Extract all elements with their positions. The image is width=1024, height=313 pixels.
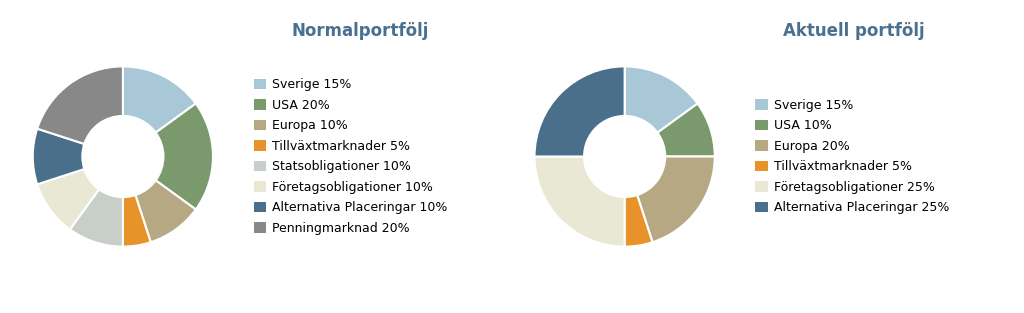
Wedge shape — [37, 66, 123, 144]
Wedge shape — [625, 66, 697, 133]
Legend: Sverige 15%, USA 20%, Europa 10%, Tillväxtmarknader 5%, Statsobligationer 10%, F: Sverige 15%, USA 20%, Europa 10%, Tillvä… — [254, 78, 447, 235]
Text: Aktuell portfölj: Aktuell portfölj — [783, 22, 925, 40]
Wedge shape — [123, 195, 151, 247]
Wedge shape — [657, 104, 715, 156]
Wedge shape — [37, 169, 99, 229]
Legend: Sverige 15%, USA 10%, Europa 20%, Tillväxtmarknader 5%, Företagsobligationer 25%: Sverige 15%, USA 10%, Europa 20%, Tillvä… — [756, 99, 949, 214]
Wedge shape — [123, 66, 196, 133]
Wedge shape — [33, 129, 84, 184]
Wedge shape — [70, 189, 123, 247]
Wedge shape — [535, 66, 625, 156]
Wedge shape — [156, 104, 213, 209]
Text: Normalportfölj: Normalportfölj — [292, 22, 429, 40]
Wedge shape — [535, 156, 625, 247]
Wedge shape — [135, 180, 196, 242]
Wedge shape — [637, 156, 715, 242]
Wedge shape — [625, 195, 652, 247]
